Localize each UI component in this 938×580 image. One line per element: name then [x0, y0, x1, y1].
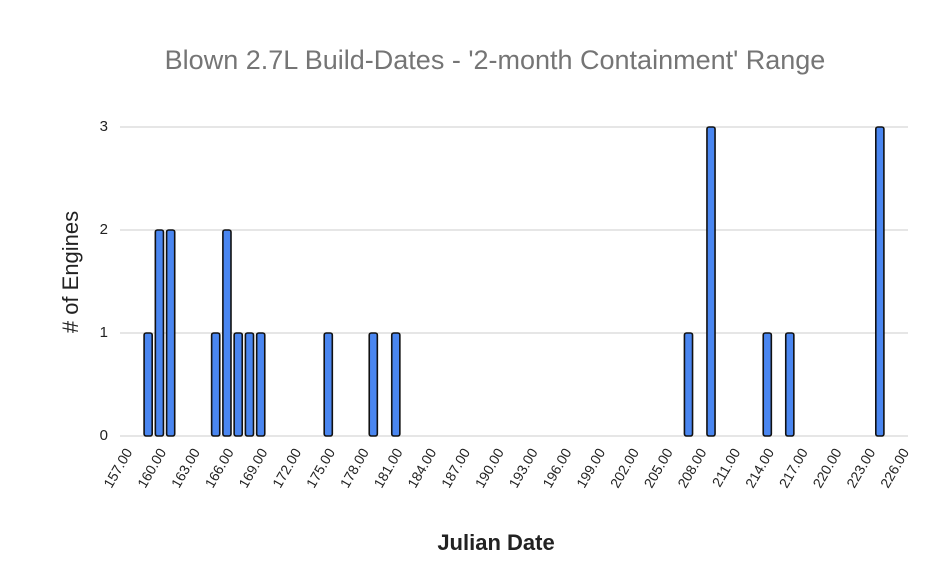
x-axis-title: Julian Date: [437, 530, 554, 555]
chart-title: Blown 2.7L Build-Dates - '2-month Contai…: [165, 45, 826, 75]
y-tick-label: 0: [100, 427, 108, 444]
y-tick-label: 3: [100, 118, 108, 135]
bar: [165, 229, 176, 437]
bar: [390, 332, 401, 437]
bar: [255, 332, 266, 437]
bar: [323, 332, 334, 437]
y-axis-title: # of Engines: [58, 211, 83, 333]
bar: [210, 332, 221, 437]
bar: [222, 229, 232, 437]
bar: [706, 126, 716, 437]
bar: [143, 332, 153, 437]
bar: [683, 332, 694, 437]
bar: [244, 332, 255, 437]
bar: [784, 332, 795, 437]
y-tick-label: 1: [100, 324, 108, 341]
bar: [875, 126, 885, 437]
bar: [233, 332, 244, 437]
y-tick-label: 2: [100, 221, 108, 238]
bar: [154, 229, 165, 437]
bar: [762, 332, 773, 437]
bar: [368, 332, 379, 437]
